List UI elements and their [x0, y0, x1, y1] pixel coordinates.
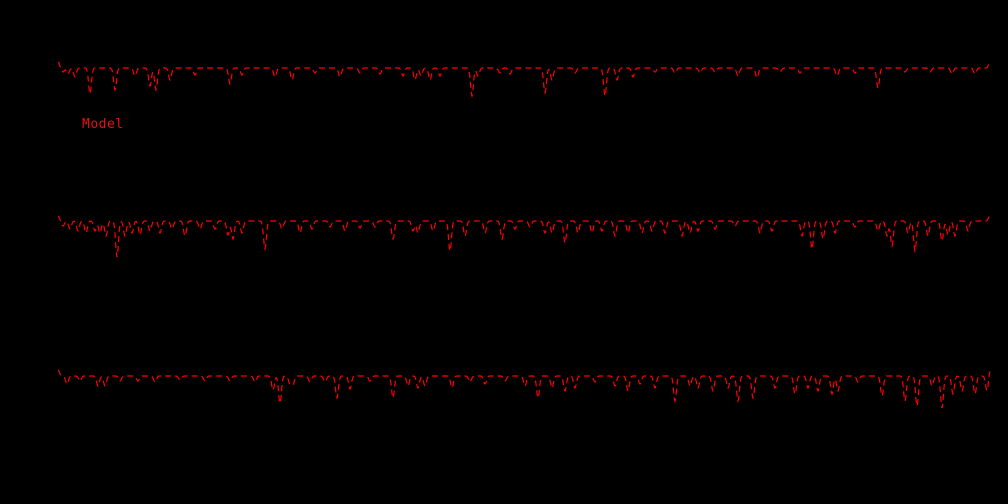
spectrum-panel-1	[57, 61, 991, 99]
legend-model-label: Model	[82, 117, 124, 132]
spectrum-panel-3	[57, 369, 991, 409]
spectrum-panel-2	[57, 214, 991, 258]
